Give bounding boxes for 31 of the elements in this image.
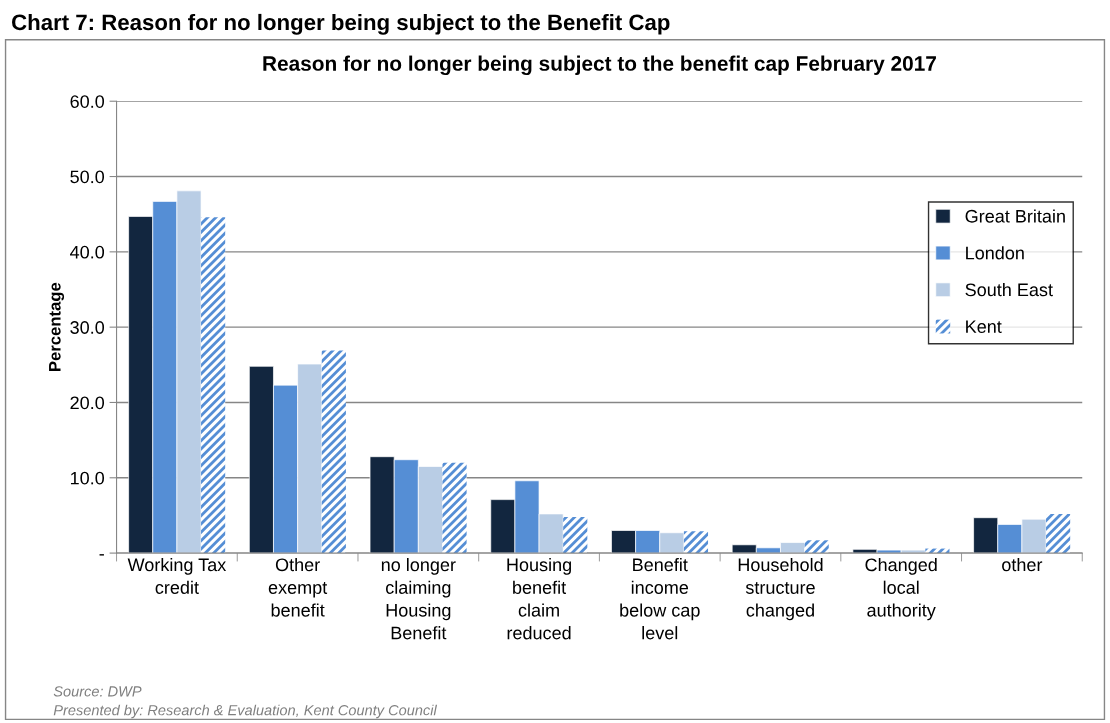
- caption: Chart 7: Reason for no longer being subject to the Benefit Cap: [12, 13, 670, 35]
- legend-label: Kent: [966, 320, 1002, 334]
- bar: [683, 531, 709, 554]
- x-tick-label: no longer claiming Housing Benefit: [381, 557, 456, 640]
- x-tick-label: Other exempt benefit: [268, 557, 328, 617]
- bar: [201, 217, 226, 554]
- x-tick-label: Changed local authority: [865, 557, 937, 621]
- chart-title: Reason for no longer being subject to the benefit cap February 2017: [263, 55, 936, 76]
- y-tick-label: 20.0: [70, 396, 105, 410]
- legend-label: South East: [965, 282, 1053, 297]
- text: Presented by: Research & Evaluation, Kent County Council: [53, 704, 438, 719]
- y-axis-title: Percentage: [49, 282, 65, 371]
- legend-label: Great Britain: [965, 209, 1065, 223]
- bar: [442, 462, 467, 554]
- x-tick-label: other: [1002, 557, 1043, 572]
- x-tick-label: Working Tax credit: [127, 557, 227, 594]
- legend-label: London: [966, 246, 1024, 260]
- bar: [804, 540, 829, 554]
- bar: [563, 516, 588, 554]
- y-tick-label: 10.0: [70, 471, 105, 485]
- y-tick-label: -: [99, 554, 104, 556]
- y-tick-label: 40.0: [70, 245, 105, 259]
- x-tick-label: Household structure changed: [738, 557, 823, 621]
- x-tick-label: Housing benefit claim reduced: [507, 557, 571, 640]
- source-note: Source: DWP: [53, 686, 142, 697]
- y-tick-label: 50.0: [70, 170, 105, 184]
- bar: [321, 350, 346, 554]
- y-tick-label: 60.0: [70, 95, 105, 108]
- bar: [1046, 513, 1071, 554]
- y-tick-label: 30.0: [70, 321, 105, 334]
- x-tick-label: Benefit income below cap level: [620, 557, 700, 640]
